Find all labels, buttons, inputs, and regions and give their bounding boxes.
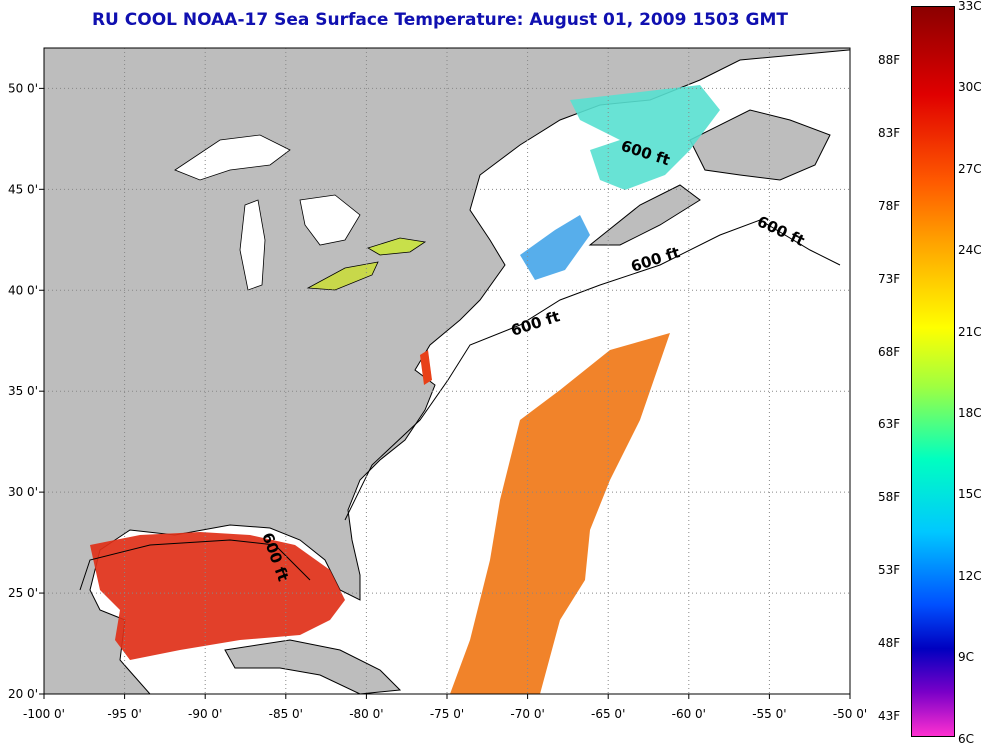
- latitude-tick-label: 35 0': [8, 384, 38, 398]
- colorbar-gradient: [911, 6, 955, 737]
- colorbar-fahrenheit-label: 68F: [878, 344, 901, 359]
- longitude-tick-label: -55 0': [752, 707, 786, 721]
- longitude-tick-label: -80 0': [349, 707, 383, 721]
- longitude-tick-label: -85 0': [269, 707, 303, 721]
- latitude-tick-label: 50 0': [8, 81, 38, 95]
- longitude-tick-label: -95 0': [107, 707, 141, 721]
- colorbar-celsius-label: 33C: [958, 0, 982, 13]
- colorbar-fahrenheit-label: 73F: [878, 271, 901, 286]
- chesapeake-sst: [420, 350, 432, 385]
- longitude-tick-label: -90 0': [188, 707, 222, 721]
- isobath-contour-atlantic: [344, 219, 841, 521]
- colorbar-celsius-label: 9C: [958, 650, 975, 665]
- lake-michigan: [239, 199, 266, 291]
- colorbar-fahrenheit-label: 48F: [878, 636, 901, 651]
- colorbar-fahrenheit-label: 78F: [878, 198, 901, 213]
- latitude-tick-label: 45 0': [8, 182, 38, 196]
- nova-scotia-land: [588, 184, 701, 246]
- colorbar-fahrenheit-label: 53F: [878, 563, 901, 578]
- map-title: RU COOL NOAA-17 Sea Surface Temperature:…: [91, 10, 789, 30]
- latitude-tick-labels: 20 0' 25 0' 30 0' 35 0' 40 0' 45 0' 50 0': [8, 81, 44, 701]
- lake-superior: [174, 134, 291, 181]
- colorbar-celsius-label: 12C: [958, 568, 982, 583]
- colorbar-celsius-label: 27C: [958, 161, 982, 176]
- colorbar-fahrenheit-label: 43F: [878, 709, 901, 723]
- colorbar-celsius-label: 30C: [958, 80, 982, 95]
- st-lawrence-sst: [570, 85, 720, 190]
- lake-erie: [306, 261, 379, 291]
- colorbar-celsius-label: 6C: [958, 731, 975, 746]
- latitude-tick-label: 40 0': [8, 283, 38, 297]
- newfoundland-land: [689, 109, 831, 181]
- colorbar-celsius-label: 24C: [958, 243, 982, 258]
- latitude-tick-label: 30 0': [8, 485, 38, 499]
- colorbar-fahrenheit-label: 58F: [878, 490, 901, 505]
- longitude-tick-labels: -100 0' -95 0' -90 0' -85 0' -80 0' -75 0' -70…: [23, 694, 867, 721]
- longitude-tick-label: -75 0': [430, 707, 464, 721]
- cuba-island: [224, 639, 402, 694]
- lake-huron: [299, 194, 361, 246]
- colorbar-celsius-label: 21C: [958, 324, 982, 339]
- longitude-tick-label: -100 0': [23, 707, 65, 721]
- colorbar-celsius-label: 18C: [958, 405, 982, 420]
- colorbar-fahrenheit-label: 88F: [878, 53, 901, 67]
- colorbar-fahrenheit-label: 63F: [878, 417, 901, 432]
- gulf-of-mexico-sst: [90, 532, 345, 660]
- gulf-of-maine-sst: [520, 215, 590, 280]
- isobath-contour-gulf: [79, 539, 311, 591]
- latitude-tick-label: 20 0': [8, 687, 38, 701]
- lake-ontario: [367, 237, 427, 256]
- longitude-tick-label: -65 0': [591, 707, 625, 721]
- gulf-stream-sst-swath: [450, 333, 670, 694]
- colorbar-celsius-label: 15C: [958, 487, 982, 502]
- latitude-tick-label: 25 0': [8, 586, 38, 600]
- longitude-tick-label: -60 0': [672, 707, 706, 721]
- longitude-tick-label: -50 0': [833, 707, 867, 721]
- longitude-tick-label: -70 0': [510, 707, 544, 721]
- colorbar-fahrenheit-label: 83F: [878, 125, 901, 140]
